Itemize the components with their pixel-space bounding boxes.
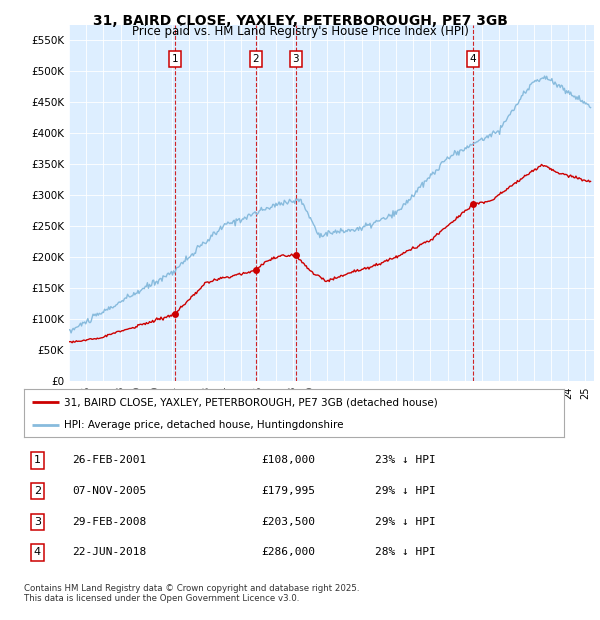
- Text: 29% ↓ HPI: 29% ↓ HPI: [375, 486, 436, 496]
- Text: 29-FEB-2008: 29-FEB-2008: [73, 517, 147, 527]
- Text: £179,995: £179,995: [262, 486, 316, 496]
- Text: 3: 3: [292, 54, 299, 64]
- Text: 4: 4: [34, 547, 41, 557]
- Text: 23% ↓ HPI: 23% ↓ HPI: [375, 456, 436, 466]
- Text: Price paid vs. HM Land Registry's House Price Index (HPI): Price paid vs. HM Land Registry's House …: [131, 25, 469, 38]
- Text: 31, BAIRD CLOSE, YAXLEY, PETERBOROUGH, PE7 3GB (detached house): 31, BAIRD CLOSE, YAXLEY, PETERBOROUGH, P…: [65, 397, 438, 407]
- Text: 07-NOV-2005: 07-NOV-2005: [73, 486, 147, 496]
- Text: 29% ↓ HPI: 29% ↓ HPI: [375, 517, 436, 527]
- Text: Contains HM Land Registry data © Crown copyright and database right 2025.
This d: Contains HM Land Registry data © Crown c…: [24, 584, 359, 603]
- Text: 1: 1: [172, 54, 178, 64]
- Text: 26-FEB-2001: 26-FEB-2001: [73, 456, 147, 466]
- Text: £203,500: £203,500: [262, 517, 316, 527]
- Text: £108,000: £108,000: [262, 456, 316, 466]
- Text: 28% ↓ HPI: 28% ↓ HPI: [375, 547, 436, 557]
- Text: 1: 1: [34, 456, 41, 466]
- Text: 2: 2: [34, 486, 41, 496]
- Text: 31, BAIRD CLOSE, YAXLEY, PETERBOROUGH, PE7 3GB: 31, BAIRD CLOSE, YAXLEY, PETERBOROUGH, P…: [92, 14, 508, 28]
- Text: HPI: Average price, detached house, Huntingdonshire: HPI: Average price, detached house, Hunt…: [65, 420, 344, 430]
- Text: 22-JUN-2018: 22-JUN-2018: [73, 547, 147, 557]
- Text: 3: 3: [34, 517, 41, 527]
- Text: 4: 4: [470, 54, 476, 64]
- Text: £286,000: £286,000: [262, 547, 316, 557]
- Text: 2: 2: [253, 54, 259, 64]
